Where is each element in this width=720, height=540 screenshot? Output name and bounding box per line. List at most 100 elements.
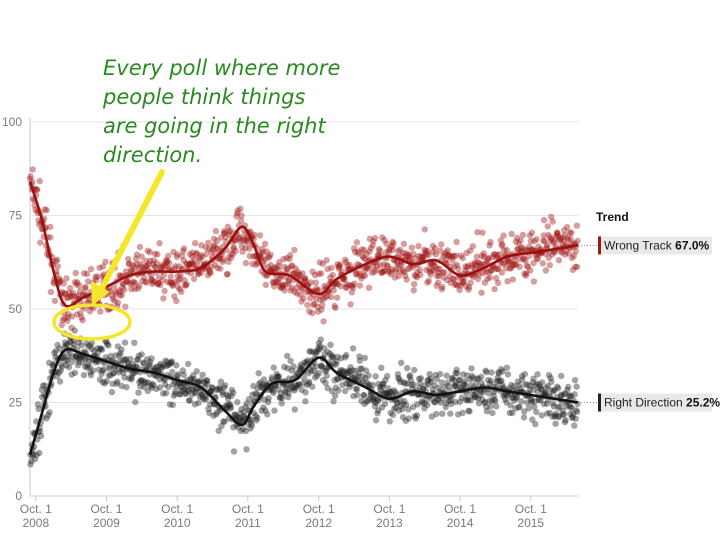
- poll-dot: [304, 301, 311, 309]
- poll-dot: [465, 407, 472, 414]
- poll-dot: [38, 393, 46, 401]
- poll-dot: [61, 315, 68, 322]
- poll-dot: [179, 367, 186, 374]
- poll-dot: [210, 235, 218, 242]
- poll-dot: [67, 293, 74, 301]
- poll-dot: [224, 395, 232, 402]
- poll-dot: [191, 256, 198, 263]
- poll-dot: [435, 384, 443, 392]
- poll-dot: [486, 242, 493, 249]
- poll-dot: [36, 449, 43, 457]
- legend-series-name: Wrong Track: [604, 238, 675, 252]
- poll-dot: [433, 272, 441, 280]
- poll-dot: [537, 397, 544, 404]
- poll-dot: [190, 372, 197, 379]
- poll-dot: [215, 246, 222, 253]
- poll-dot: [77, 310, 84, 317]
- poll-dot: [148, 384, 155, 391]
- poll-dot: [221, 229, 228, 237]
- poll-dot: [163, 358, 171, 366]
- poll-dot: [353, 386, 361, 393]
- poll-dot: [182, 390, 189, 397]
- poll-dot: [561, 251, 569, 258]
- poll-dot: [471, 394, 479, 401]
- annotation-line: Every poll where more: [103, 56, 340, 80]
- poll-dot: [561, 391, 568, 398]
- poll-dot: [522, 257, 529, 264]
- poll-dot: [478, 373, 485, 380]
- poll-dot: [381, 389, 388, 396]
- poll-dot: [82, 284, 89, 291]
- poll-dot: [66, 289, 73, 297]
- poll-dot: [399, 267, 406, 274]
- poll-dot: [167, 273, 174, 281]
- poll-dot: [178, 387, 185, 395]
- poll-dot: [493, 251, 501, 259]
- poll-dot: [129, 279, 136, 286]
- poll-dot: [324, 265, 331, 273]
- poll-dot: [453, 261, 461, 269]
- legend-title: Trend: [596, 210, 629, 224]
- poll-dot: [188, 258, 195, 266]
- poll-dot: [174, 372, 181, 380]
- poll-dot: [334, 375, 341, 382]
- poll-dot: [445, 252, 452, 259]
- poll-dot: [457, 384, 465, 392]
- poll-dot: [110, 370, 117, 377]
- poll-dot: [202, 379, 209, 386]
- poll-dot: [266, 254, 273, 261]
- poll-dot: [444, 379, 451, 386]
- poll-dot: [544, 241, 551, 249]
- poll-dot: [71, 279, 79, 286]
- poll-dot: [467, 247, 474, 254]
- poll-dot: [109, 380, 116, 387]
- poll-dot: [561, 390, 569, 397]
- poll-dot: [463, 390, 470, 397]
- poll-dot: [363, 379, 371, 386]
- poll-dot: [418, 398, 425, 405]
- poll-dot: [484, 258, 491, 265]
- poll-dot: [419, 253, 426, 260]
- poll-dot: [283, 254, 290, 262]
- poll-dot: [153, 385, 160, 393]
- poll-dot: [227, 254, 235, 261]
- poll-dot: [457, 252, 465, 259]
- poll-dot: [355, 269, 363, 277]
- poll-dot: [322, 367, 329, 375]
- poll-dot: [369, 242, 376, 249]
- poll-dot: [347, 301, 354, 308]
- poll-dot: [348, 282, 355, 289]
- poll-dot: [149, 278, 156, 285]
- poll-dot: [195, 270, 203, 277]
- poll-dot: [413, 272, 420, 280]
- poll-dot: [396, 246, 404, 253]
- poll-dot: [363, 398, 370, 405]
- poll-dot: [228, 392, 235, 399]
- poll-dot: [421, 246, 428, 253]
- poll-dot: [341, 275, 348, 283]
- poll-dot: [495, 370, 503, 377]
- poll-dot: [160, 295, 167, 302]
- poll-dot: [565, 250, 572, 257]
- poll-dot: [572, 248, 579, 255]
- poll-dot: [372, 417, 380, 424]
- poll-dot: [241, 412, 248, 420]
- poll-dot: [322, 294, 329, 301]
- poll-dot: [230, 424, 237, 431]
- poll-dot: [548, 235, 555, 243]
- poll-dot: [546, 234, 554, 241]
- poll-dot: [459, 254, 466, 262]
- poll-dot: [162, 256, 170, 264]
- poll-dot: [277, 394, 284, 401]
- poll-dot: [478, 379, 485, 387]
- poll-dot: [343, 281, 350, 288]
- poll-dot: [510, 261, 517, 268]
- poll-dot: [171, 265, 178, 272]
- poll-dot: [451, 381, 458, 389]
- poll-dot: [204, 381, 211, 388]
- poll-dot: [312, 348, 320, 356]
- poll-dot: [323, 372, 330, 380]
- poll-dot: [544, 382, 552, 390]
